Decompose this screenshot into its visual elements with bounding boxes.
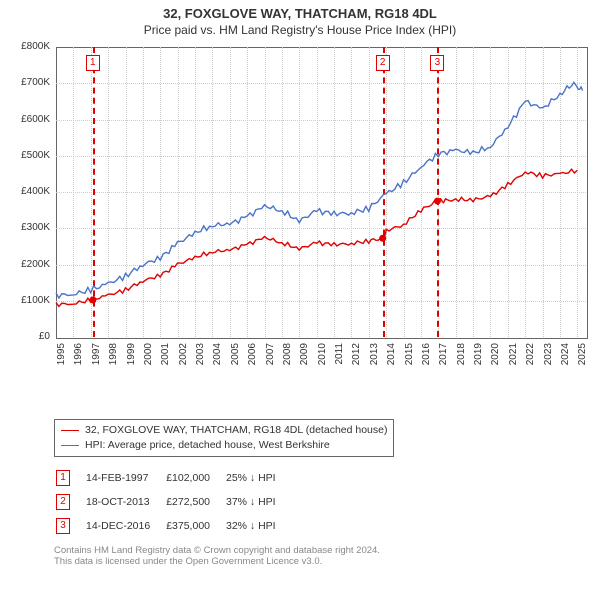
chart-svg (10, 43, 590, 383)
sale-badge: 1 (56, 470, 70, 486)
sale-point (434, 198, 441, 205)
sale-date: 14-FEB-1997 (86, 467, 164, 489)
sale-date: 18-OCT-2013 (86, 491, 164, 513)
footer-line-1: Contains HM Land Registry data © Crown c… (54, 545, 590, 556)
legend-swatch-hpi (61, 445, 79, 446)
sale-delta: 25% ↓ HPI (226, 467, 290, 489)
sale-badge: 2 (56, 494, 70, 510)
sale-delta: 32% ↓ HPI (226, 515, 290, 537)
sale-date: 14-DEC-2016 (86, 515, 164, 537)
chart-title: 32, FOXGLOVE WAY, THATCHAM, RG18 4DL (10, 6, 590, 21)
legend-label-property: 32, FOXGLOVE WAY, THATCHAM, RG18 4DL (de… (85, 423, 387, 438)
chart-subtitle: Price paid vs. HM Land Registry's House … (10, 23, 590, 37)
sale-price: £272,500 (166, 491, 224, 513)
sales-table: 1 14-FEB-1997£102,00025% ↓ HPI 2 18-OCT-201… (54, 465, 292, 539)
legend-label-hpi: HPI: Average price, detached house, West… (85, 438, 330, 453)
price-chart: £0£100K£200K£300K£400K£500K£600K£700K£80… (10, 43, 590, 383)
sale-price: £102,000 (166, 467, 224, 489)
sale-delta: 37% ↓ HPI (226, 491, 290, 513)
sale-point (379, 235, 386, 242)
table-row: 3 14-DEC-2016£375,00032% ↓ HPI (56, 515, 290, 537)
sale-price: £375,000 (166, 515, 224, 537)
footer-line-2: This data is licensed under the Open Gov… (54, 556, 590, 567)
sale-point (89, 297, 96, 304)
table-row: 1 14-FEB-1997£102,00025% ↓ HPI (56, 467, 290, 489)
legend: 32, FOXGLOVE WAY, THATCHAM, RG18 4DL (de… (54, 419, 394, 457)
sale-badge: 3 (56, 518, 70, 534)
legend-swatch-property (61, 430, 79, 431)
table-row: 2 18-OCT-2013£272,50037% ↓ HPI (56, 491, 290, 513)
series-line (56, 82, 583, 298)
series-line (56, 169, 577, 306)
